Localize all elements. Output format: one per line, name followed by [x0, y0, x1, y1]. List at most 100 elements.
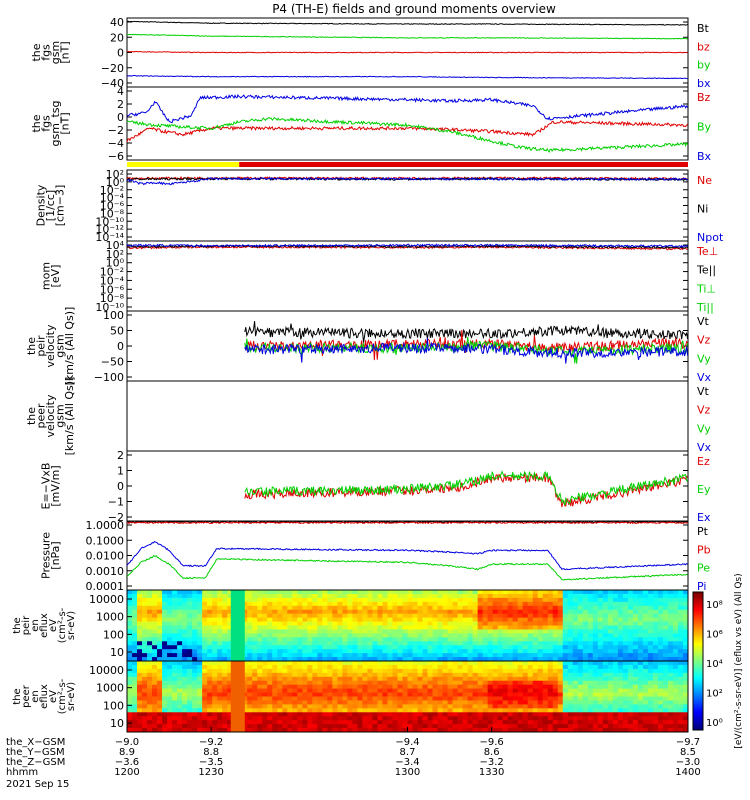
spectrogram-cell — [217, 609, 223, 615]
spectrogram-cell — [287, 653, 293, 658]
spectrogram-cell — [142, 645, 148, 650]
spectrogram-cell — [552, 708, 559, 713]
spectrogram-cell — [572, 728, 579, 733]
spectrogram-cell — [197, 621, 203, 626]
spectrogram-cell — [462, 613, 469, 619]
spectrogram-cell — [582, 590, 589, 595]
spectrogram-cell — [177, 601, 183, 607]
spectrogram-cell — [187, 700, 193, 705]
spectrogram-cell — [672, 700, 679, 705]
y-axis-label: Density[1/cc][cm−3] — [35, 184, 67, 226]
spectrogram-cell — [437, 625, 443, 630]
spectrogram-cell — [352, 708, 358, 713]
spectrogram-cell — [307, 641, 313, 646]
spectrogram-cell — [562, 692, 569, 697]
spectrogram-cell — [437, 641, 443, 646]
spectrogram-cell — [212, 625, 218, 630]
spectrogram-cell — [347, 657, 353, 662]
spectrogram-cell — [267, 712, 273, 717]
spectrogram-cell — [272, 684, 278, 690]
spectrogram-cell — [677, 649, 684, 654]
spectrogram-cell — [412, 680, 418, 686]
spectrogram-cell — [377, 720, 383, 725]
spectrogram-cell — [167, 696, 173, 701]
y-axis-label-line: peir — [21, 615, 32, 635]
spectrogram-cell — [247, 637, 253, 642]
spectrogram-cell — [507, 637, 514, 642]
spectrogram-cell — [372, 700, 378, 705]
spectrogram-cell — [567, 641, 574, 646]
series-Vt — [244, 321, 689, 343]
spectrogram-cell — [142, 704, 148, 709]
spectrogram-cell — [467, 688, 474, 693]
spectrogram-cell — [277, 617, 283, 622]
spectrogram-cell — [582, 712, 589, 717]
spectrogram-cell — [142, 684, 148, 690]
spectrogram-cell — [542, 597, 549, 603]
spectrogram-cell — [147, 700, 153, 705]
spectrogram-cell — [392, 601, 398, 607]
spectrogram-cell — [452, 724, 458, 729]
spectrogram-cell — [417, 649, 423, 654]
spectrogram-cell — [397, 728, 403, 733]
spectrogram-cell — [677, 609, 684, 615]
spectrogram-cell — [517, 637, 524, 642]
spectrogram-cell — [317, 720, 323, 725]
spectrogram-cell — [292, 668, 298, 674]
spectrogram-cell — [252, 680, 258, 686]
panel-frame — [126, 86, 689, 161]
spectrogram-cell — [272, 621, 278, 626]
mode-bar-fast — [239, 162, 688, 167]
spectrogram-cell — [227, 716, 233, 721]
spectrogram-cell — [277, 704, 283, 709]
spectrogram-cell — [602, 668, 609, 674]
spectrogram-cell — [157, 597, 163, 603]
spectrogram-cell — [292, 712, 298, 717]
spectrogram-cell — [627, 613, 634, 619]
spectrogram-cell — [607, 641, 614, 646]
spectrogram-cell — [447, 601, 453, 607]
spectrogram-cell — [357, 696, 363, 701]
spectrogram-cell — [222, 641, 228, 646]
spectrogram-cell — [152, 641, 158, 646]
spectrogram-cell — [612, 593, 619, 599]
spectrogram-cell — [272, 668, 278, 674]
spectrogram-cell — [382, 601, 388, 607]
spectrogram-cell — [567, 696, 574, 701]
spectrogram-cell — [607, 633, 614, 638]
spectrogram-cell — [282, 720, 288, 725]
spectrogram-cell — [417, 716, 423, 721]
spectrogram-cell — [267, 688, 273, 693]
spectrogram-cell — [447, 696, 453, 701]
spectrogram-cell — [287, 645, 293, 650]
spectrogram-cell — [202, 692, 208, 697]
spectrogram-cell — [152, 593, 158, 599]
spectrogram-cell — [167, 637, 173, 642]
spectrogram-cell — [637, 728, 644, 733]
spectrogram-cell — [242, 716, 248, 721]
spectrogram-cell — [567, 720, 574, 725]
spectrogram-cell — [652, 684, 659, 690]
spectrogram-cell — [682, 688, 689, 693]
y-axis-label-line: the — [25, 337, 38, 355]
spectrogram-cell — [487, 593, 494, 599]
spectrogram-cell — [332, 625, 338, 630]
panel-frame — [126, 380, 689, 452]
spectrogram-cell — [262, 692, 268, 697]
spectrogram-cell — [207, 708, 213, 713]
spectrogram-cell — [622, 609, 629, 615]
spectrogram-cell — [567, 676, 574, 682]
spectrogram-cell — [447, 668, 453, 674]
spectrogram-cell — [392, 649, 398, 654]
spectrogram-cell — [367, 605, 373, 611]
y-tick-label: 10² — [106, 248, 124, 261]
spectrogram-cell — [292, 672, 298, 678]
spectrogram-cell — [512, 661, 519, 666]
spectrogram-cell — [127, 645, 133, 650]
spectrogram-cell — [677, 657, 684, 662]
spectrogram-cell — [427, 641, 433, 646]
spectrogram-cell — [457, 637, 463, 642]
spectrogram-cell — [137, 645, 143, 650]
spectrogram-cell — [507, 724, 514, 729]
spectrogram-cell — [247, 728, 253, 733]
